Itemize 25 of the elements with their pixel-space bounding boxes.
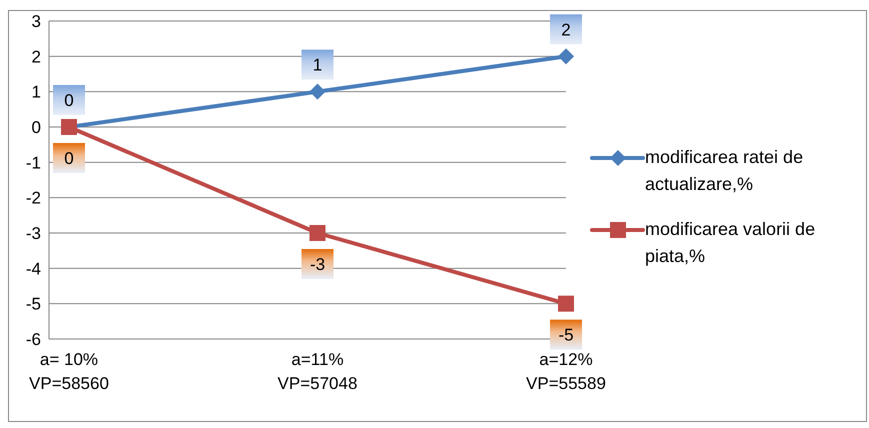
point [558,48,574,64]
x-tick-label: a= 10% VP=58560 [29,350,109,393]
point [310,84,326,100]
point [558,296,574,312]
data-label: -3 [310,255,326,274]
data-label: 2 [561,20,571,40]
y-tick-label: 3 [32,12,41,32]
legend-label: modificarea ratei de actualizare,% [645,146,804,196]
data-label: 0 [64,91,74,110]
y-tick-label: -1 [26,153,41,172]
x-tick-label: a=11% VP=57048 [278,350,358,393]
y-tick-label: -6 [26,330,41,350]
y-tick-label: 0 [32,118,41,138]
y-tick-label: -3 [26,224,41,244]
data-label: -5 [558,326,574,345]
y-tick-label: 1 [32,82,41,102]
legend-label: modificarea valorii de piata,% [645,218,816,268]
y-tick-label: -2 [26,188,41,208]
data-label: 1 [312,56,322,75]
y-tick-label: -5 [26,294,41,314]
y-tick-label: 2 [32,47,41,66]
x-tick-label: a=12% VP=55589 [526,350,606,393]
y-tick-label: -4 [26,259,41,278]
data-label: 0 [64,149,74,168]
point [310,225,326,241]
